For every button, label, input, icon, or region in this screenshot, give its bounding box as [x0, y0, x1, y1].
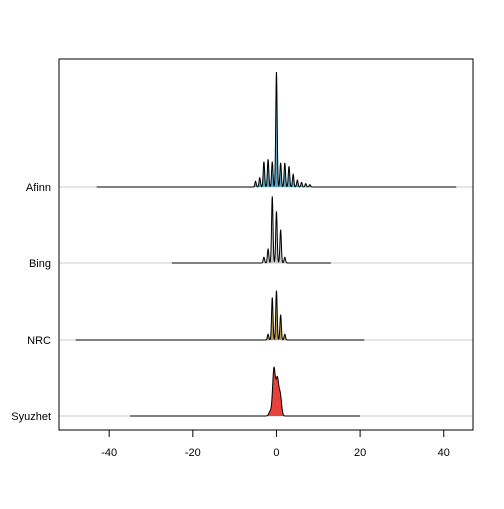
baselines	[59, 186, 473, 417]
ridge-line-syuzhet	[130, 366, 361, 417]
y-axis-labels: Afinn Bing NRC Syuzhet	[11, 182, 51, 423]
ridge-line-afinn	[96, 71, 457, 188]
ridge-fill-syuzhet	[130, 367, 361, 416]
x-tick-label: 0	[273, 447, 279, 459]
ylabel-afinn: Afinn	[26, 182, 51, 194]
x-tick-label: 20	[354, 447, 366, 459]
ridge-fill-afinn	[96, 72, 457, 187]
ridge-line-bing	[171, 196, 331, 264]
ylabel-nrc: NRC	[27, 335, 51, 347]
x-tick-label: 40	[438, 447, 450, 459]
ridge-line-nrc	[75, 290, 365, 341]
x-tick-label: -20	[185, 447, 201, 459]
ylabel-bing: Bing	[29, 258, 51, 270]
ridge-fill-bing	[171, 196, 331, 263]
x-axis: -40 -20 0 20 40	[101, 429, 450, 459]
x-tick-label: -40	[101, 447, 117, 459]
ridges	[75, 71, 457, 417]
plot-frame	[58, 58, 474, 431]
ridge-fill-nrc	[75, 290, 365, 340]
ylabel-syuzhet: Syuzhet	[11, 411, 51, 423]
